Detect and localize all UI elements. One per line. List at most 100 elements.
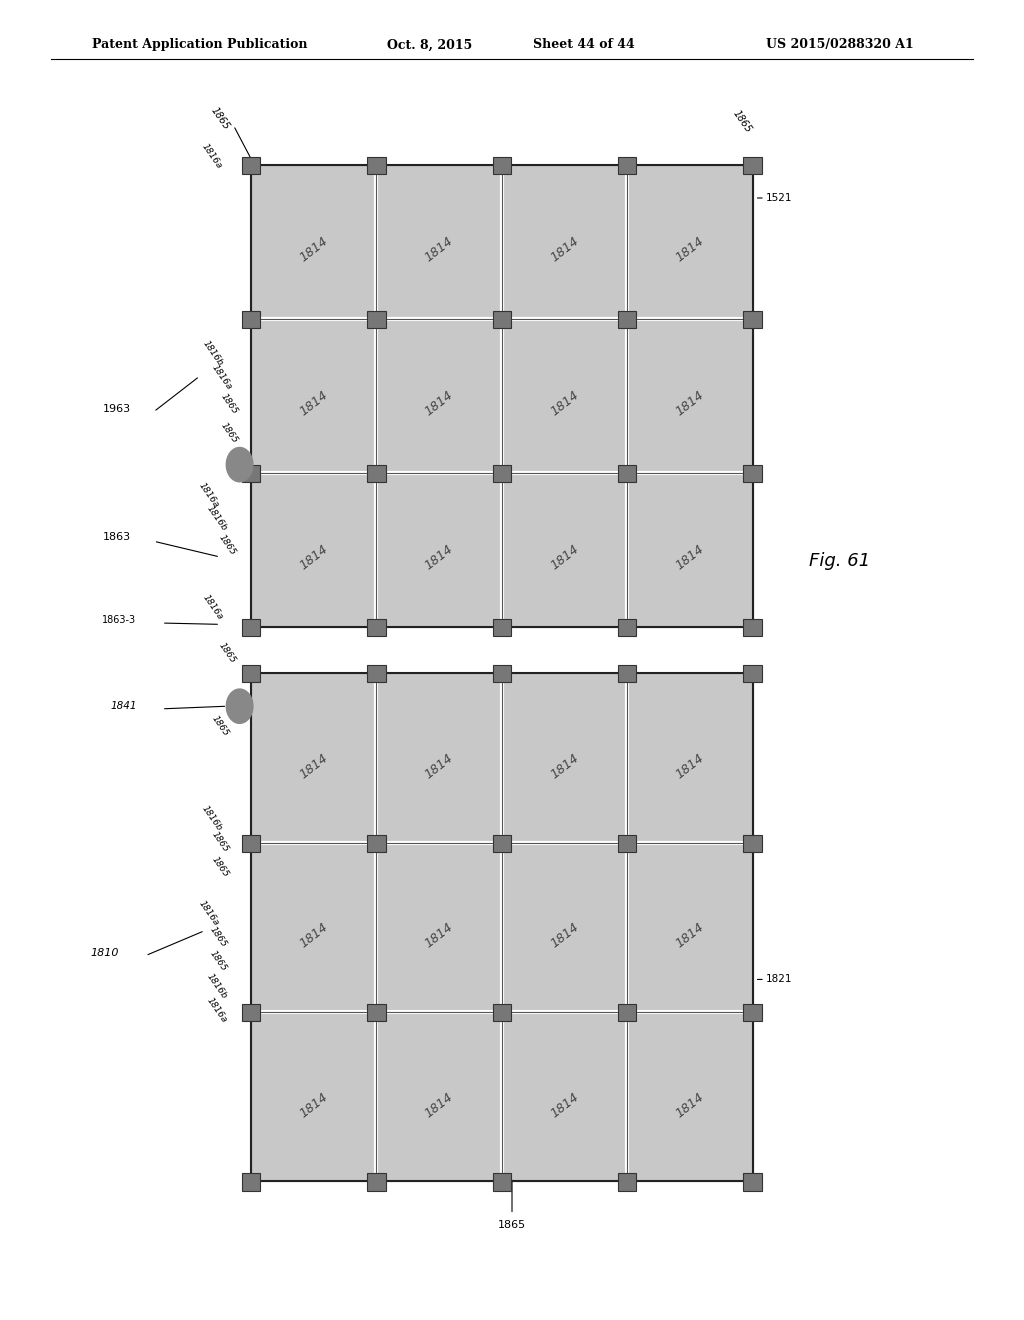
- Text: Oct. 8, 2015: Oct. 8, 2015: [387, 38, 473, 51]
- Text: 1814: 1814: [674, 1090, 707, 1121]
- Bar: [251, 319, 377, 473]
- Bar: [627, 842, 753, 1012]
- Text: 1816a: 1816a: [210, 363, 234, 392]
- Text: 1814: 1814: [548, 543, 581, 573]
- Text: 1816a: 1816a: [201, 593, 225, 622]
- Text: 1963: 1963: [102, 404, 130, 414]
- Text: 1814: 1814: [423, 543, 456, 573]
- Text: 1814: 1814: [674, 388, 707, 418]
- Text: 1863: 1863: [102, 532, 130, 543]
- Bar: [618, 834, 637, 851]
- Text: 1816a: 1816a: [197, 480, 221, 510]
- Text: Fig. 61: Fig. 61: [809, 552, 870, 570]
- Bar: [618, 1005, 637, 1022]
- Text: 1865: 1865: [219, 421, 240, 445]
- Bar: [493, 1173, 511, 1191]
- Bar: [367, 157, 385, 174]
- Text: 1816b: 1816b: [201, 339, 225, 368]
- Text: 1521: 1521: [766, 193, 793, 203]
- Bar: [618, 312, 637, 329]
- Text: 1814: 1814: [674, 921, 707, 950]
- Bar: [493, 312, 511, 329]
- Bar: [242, 157, 260, 174]
- Text: 1814: 1814: [297, 543, 330, 573]
- Bar: [627, 473, 753, 627]
- Text: 1814: 1814: [548, 1090, 581, 1121]
- Bar: [502, 842, 627, 1012]
- Bar: [251, 473, 377, 627]
- Text: 1814: 1814: [297, 751, 330, 781]
- Bar: [377, 473, 502, 627]
- Text: 1814: 1814: [674, 235, 707, 265]
- Bar: [627, 165, 753, 319]
- Text: 1816b: 1816b: [205, 504, 229, 533]
- Text: 1865: 1865: [209, 106, 231, 132]
- Bar: [242, 834, 260, 851]
- Bar: [367, 619, 385, 636]
- Text: 1816b: 1816b: [205, 972, 229, 1001]
- Bar: [502, 319, 627, 473]
- Text: 1863-3: 1863-3: [102, 615, 136, 626]
- Bar: [377, 1012, 502, 1181]
- Text: 1841: 1841: [111, 701, 137, 711]
- Bar: [627, 319, 753, 473]
- Bar: [743, 834, 762, 851]
- Bar: [367, 1005, 385, 1022]
- Bar: [493, 157, 511, 174]
- Bar: [743, 1005, 762, 1022]
- Text: 1865: 1865: [208, 949, 228, 973]
- Text: 1865: 1865: [210, 714, 230, 738]
- Text: 1816b: 1816b: [200, 804, 224, 833]
- Circle shape: [226, 447, 253, 482]
- Text: 1814: 1814: [548, 921, 581, 950]
- Bar: [251, 165, 753, 627]
- Circle shape: [226, 689, 253, 723]
- Bar: [618, 665, 637, 682]
- Bar: [251, 673, 377, 842]
- Text: 1816a: 1816a: [200, 141, 224, 170]
- Bar: [743, 312, 762, 329]
- Bar: [251, 673, 753, 1181]
- Bar: [493, 1005, 511, 1022]
- Bar: [493, 665, 511, 682]
- Text: 1821: 1821: [766, 974, 793, 985]
- Text: 1814: 1814: [548, 751, 581, 781]
- Text: 1816a: 1816a: [205, 995, 229, 1024]
- Text: 1814: 1814: [423, 388, 456, 418]
- Bar: [493, 465, 511, 482]
- Bar: [377, 842, 502, 1012]
- Bar: [627, 673, 753, 842]
- Text: Sheet 44 of 44: Sheet 44 of 44: [532, 38, 635, 51]
- Bar: [242, 665, 260, 682]
- Bar: [367, 1173, 385, 1191]
- Bar: [242, 465, 260, 482]
- Bar: [618, 465, 637, 482]
- Bar: [242, 619, 260, 636]
- Bar: [743, 465, 762, 482]
- Bar: [367, 312, 385, 329]
- Bar: [377, 319, 502, 473]
- Text: 1865: 1865: [731, 108, 754, 135]
- Bar: [377, 165, 502, 319]
- Text: 1816a: 1816a: [197, 899, 221, 928]
- Bar: [743, 619, 762, 636]
- Text: 1814: 1814: [297, 235, 330, 265]
- Text: 1814: 1814: [423, 921, 456, 950]
- Bar: [242, 312, 260, 329]
- Bar: [493, 619, 511, 636]
- Bar: [367, 465, 385, 482]
- Bar: [251, 1012, 377, 1181]
- Bar: [743, 157, 762, 174]
- Text: US 2015/0288320 A1: US 2015/0288320 A1: [766, 38, 913, 51]
- Text: 1814: 1814: [423, 751, 456, 781]
- Bar: [627, 1012, 753, 1181]
- Text: 1814: 1814: [674, 751, 707, 781]
- Text: 1814: 1814: [423, 235, 456, 265]
- Text: 1814: 1814: [548, 235, 581, 265]
- Bar: [618, 1173, 637, 1191]
- Text: 1814: 1814: [548, 388, 581, 418]
- Bar: [502, 473, 627, 627]
- Bar: [502, 165, 627, 319]
- Bar: [242, 1173, 260, 1191]
- Bar: [618, 619, 637, 636]
